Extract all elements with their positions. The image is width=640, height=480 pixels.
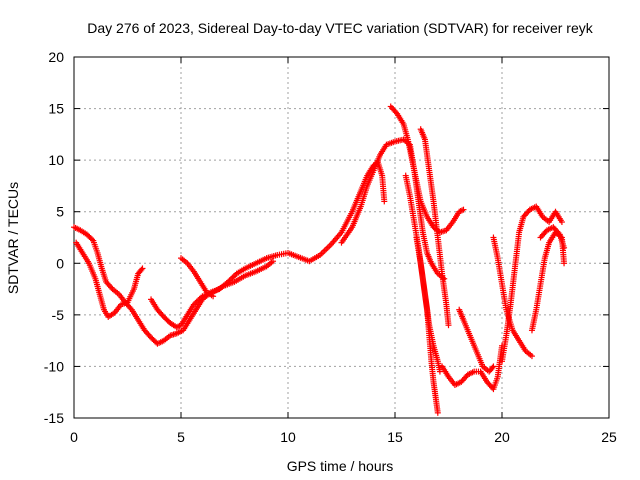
grid-lines — [74, 57, 609, 418]
axis-ticks — [73, 56, 610, 419]
y-tick-label: -5 — [52, 307, 65, 323]
data-point-track-l — [528, 353, 535, 360]
data-point-track-c — [270, 258, 277, 265]
y-tick-label: 15 — [48, 101, 64, 117]
y-tick-label: -10 — [44, 358, 64, 374]
data-point-track-h — [436, 368, 443, 375]
x-tick-label: 20 — [494, 429, 510, 445]
x-tick-label: 5 — [177, 429, 185, 445]
y-tick-label: 5 — [56, 204, 64, 220]
x-tick-label: 10 — [280, 429, 296, 445]
data-point-track-i — [445, 322, 452, 329]
plot-frame — [73, 56, 610, 419]
data-point-track-a — [381, 198, 388, 205]
data-point-track-g — [434, 409, 441, 416]
chart-title: Day 276 of 2023, Sidereal Day-to-day VTE… — [87, 20, 593, 36]
y-tick-label: 0 — [56, 255, 64, 271]
data-point-track-k — [489, 364, 496, 371]
x-tick-label: 15 — [387, 429, 403, 445]
data-point-track-n — [561, 260, 568, 267]
x-axis-title: GPS time / hours — [287, 458, 394, 474]
y-tick-label: 10 — [48, 152, 64, 168]
y-tick-label: 20 — [48, 49, 64, 65]
data-point-track-b — [139, 265, 146, 272]
x-tick-label: 0 — [70, 429, 78, 445]
data-point-track-f — [460, 206, 467, 213]
x-tick-labels: 0 5 10 15 20 25 — [70, 429, 617, 445]
data-points — [71, 103, 568, 416]
data-point-track-a — [88, 236, 95, 243]
y-tick-labels: -15 -10 -5 0 5 10 15 20 — [44, 49, 64, 426]
data-point-track-c — [175, 323, 182, 330]
data-point-track-o — [561, 244, 568, 251]
y-tick-label: -15 — [44, 410, 64, 426]
data-point-track-k — [490, 363, 497, 370]
data-point-track-m — [558, 219, 565, 226]
x-tick-label: 25 — [601, 429, 617, 445]
data-point-track-b — [138, 266, 145, 273]
data-point-track-d — [210, 293, 217, 300]
y-axis-title: SDTVAR / TECUs — [5, 182, 21, 294]
data-point-track-f — [459, 207, 466, 214]
